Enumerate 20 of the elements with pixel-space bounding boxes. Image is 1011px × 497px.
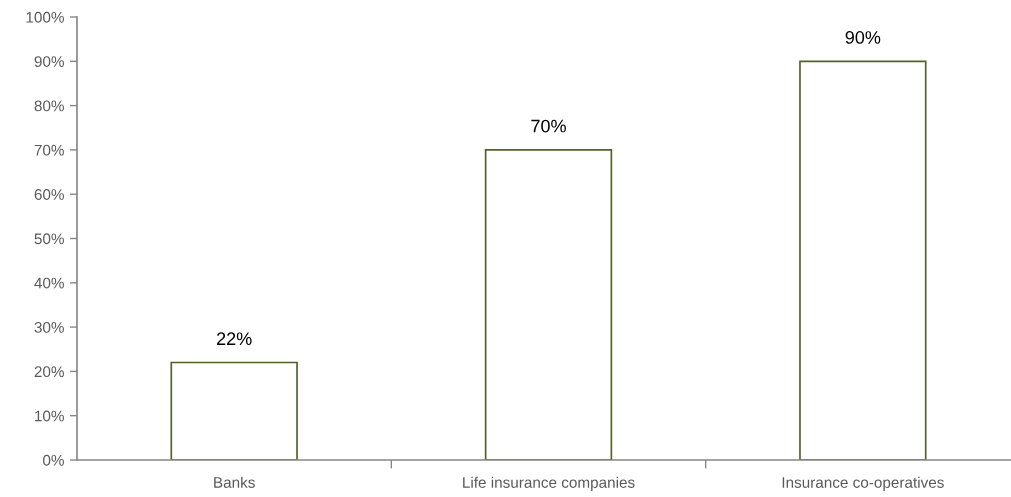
bar [799,60,927,460]
bar [170,361,298,460]
y-tick-label: 80% [34,100,64,112]
y-tick-label: 50% [34,233,64,245]
y-tick-label: 40% [34,277,64,289]
y-tick-label: 70% [34,144,64,156]
y-tick-label: 30% [34,321,64,333]
y-tick-label: 90% [34,56,64,67]
x-tick-label: Banks [214,476,255,488]
y-tick-label: 20% [34,366,64,378]
x-tick-label: Insurance co-operatives [782,476,944,491]
text: 22% [217,332,252,346]
text: 70% [531,119,566,133]
x-tick-label: Life insurance companies [463,476,635,491]
y-tick-label: 60% [34,189,64,200]
y-tick-label: 10% [35,410,64,422]
y-tick-label: 0% [43,454,64,466]
bar [484,149,613,460]
text: 90% [845,31,881,44]
y-tick-label: 100% [26,11,64,23]
